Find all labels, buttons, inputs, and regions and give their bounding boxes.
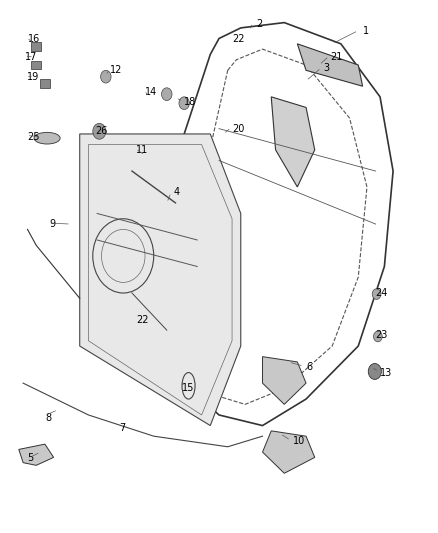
Text: 10: 10 (293, 437, 305, 447)
Text: 13: 13 (380, 368, 392, 377)
Text: 3: 3 (323, 63, 329, 72)
Circle shape (368, 364, 381, 379)
Text: 7: 7 (119, 423, 125, 433)
Text: 24: 24 (376, 288, 388, 298)
Text: 16: 16 (28, 34, 40, 44)
Text: 4: 4 (173, 187, 180, 197)
Text: 23: 23 (376, 330, 388, 341)
Text: 18: 18 (184, 97, 196, 107)
Text: 15: 15 (182, 383, 194, 393)
Text: 22: 22 (136, 314, 149, 325)
Polygon shape (262, 357, 306, 405)
Text: 20: 20 (232, 124, 244, 134)
Text: 14: 14 (145, 86, 157, 96)
Circle shape (93, 123, 106, 139)
Text: 17: 17 (25, 52, 38, 62)
Circle shape (162, 88, 172, 101)
Ellipse shape (34, 132, 60, 144)
Text: 22: 22 (232, 34, 244, 44)
Circle shape (101, 70, 111, 83)
Polygon shape (262, 431, 315, 473)
Polygon shape (271, 97, 315, 187)
Text: 19: 19 (27, 72, 39, 82)
Text: 25: 25 (28, 132, 40, 142)
Circle shape (372, 289, 381, 300)
Circle shape (179, 97, 189, 110)
Bar (31, 42, 42, 51)
Text: 26: 26 (95, 126, 107, 136)
Bar (31, 61, 42, 69)
Polygon shape (297, 44, 363, 86)
Text: 5: 5 (28, 454, 34, 463)
Text: 2: 2 (256, 19, 262, 29)
Text: 12: 12 (110, 66, 123, 75)
Polygon shape (80, 134, 241, 425)
Text: 11: 11 (136, 145, 148, 155)
Text: 9: 9 (49, 219, 55, 229)
Text: 21: 21 (330, 52, 343, 62)
Polygon shape (19, 444, 53, 465)
Circle shape (374, 331, 382, 342)
Text: 6: 6 (306, 362, 312, 372)
Text: 1: 1 (363, 26, 369, 36)
Text: 8: 8 (45, 413, 51, 423)
Bar (40, 79, 50, 88)
